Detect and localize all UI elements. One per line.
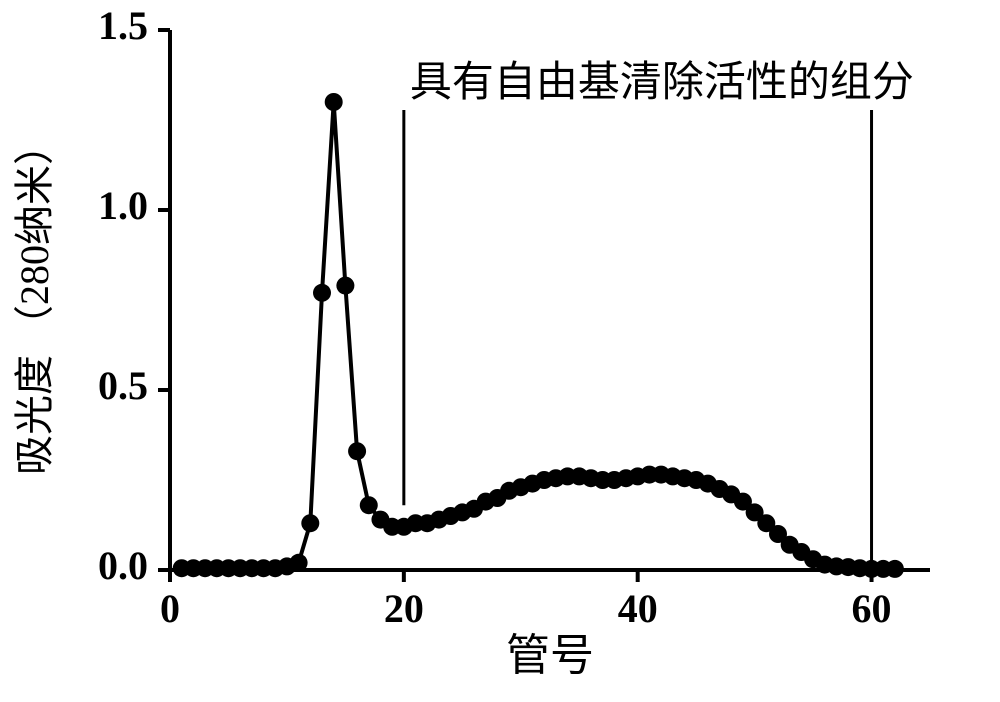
data-marker bbox=[313, 284, 331, 302]
x-tick-label: 60 bbox=[852, 586, 892, 631]
chart-container: 0.0 0.5 1.0 1.5 0 20 40 60 管号 吸光度 （280纳米） 具有自由基清除活… bbox=[0, 0, 1000, 702]
y-tick-label: 1.5 bbox=[98, 3, 148, 48]
data-marker bbox=[336, 277, 354, 295]
y-tick-label: 0.0 bbox=[98, 543, 148, 588]
annotation-text: 具有自由基清除活性的组分 bbox=[410, 59, 914, 106]
data-marker bbox=[348, 442, 366, 460]
x-tick-label: 40 bbox=[618, 586, 658, 631]
y-axis-label: 吸光度 （280纳米） bbox=[12, 125, 57, 475]
x-tick-label: 20 bbox=[384, 586, 424, 631]
x-tick-label: 0 bbox=[160, 586, 180, 631]
data-marker bbox=[290, 554, 308, 572]
y-tick-label: 1.0 bbox=[98, 183, 148, 228]
chart-svg: 0.0 0.5 1.0 1.5 0 20 40 60 管号 吸光度 （280纳米） 具有自由基清除活… bbox=[0, 0, 1000, 702]
data-marker bbox=[325, 93, 343, 111]
x-axis-label: 管号 bbox=[506, 631, 594, 680]
data-marker bbox=[301, 514, 319, 532]
data-marker bbox=[886, 560, 904, 578]
y-tick-label: 0.5 bbox=[98, 363, 148, 408]
data-marker bbox=[360, 496, 378, 514]
